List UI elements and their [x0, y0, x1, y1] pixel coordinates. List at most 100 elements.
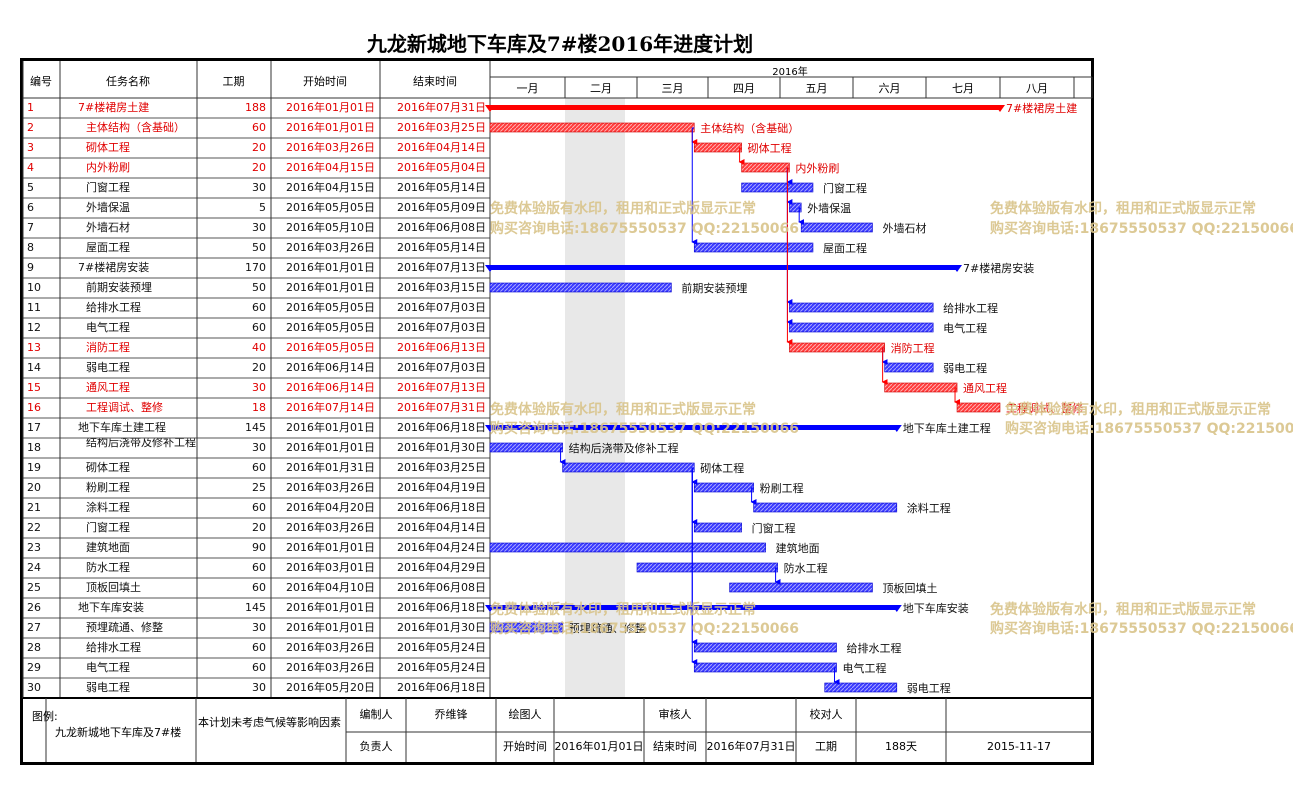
task-id: 12	[27, 321, 41, 334]
task-id: 30	[27, 681, 41, 694]
task-id: 27	[27, 621, 41, 634]
month-label: 七月	[952, 82, 974, 95]
task-start: 2016年06月14日	[286, 381, 375, 394]
task-name: 砌体工程	[86, 141, 130, 154]
task-end: 2016年06月13日	[397, 341, 486, 354]
task-duration: 20	[252, 361, 266, 374]
task-start: 2016年03月26日	[286, 521, 375, 534]
task-start: 2016年01月01日	[286, 261, 375, 274]
header-duration: 工期	[222, 75, 245, 88]
duration-label: 工期	[815, 740, 837, 753]
task-name: 内外粉刷	[86, 161, 130, 174]
task-duration: 60	[252, 461, 266, 474]
task-id: 25	[27, 581, 41, 594]
task-name: 建筑地面	[86, 541, 130, 554]
month-label: 六月	[878, 82, 901, 95]
task-id: 6	[27, 201, 34, 214]
task-start: 2016年01月01日	[286, 441, 375, 454]
task-start: 2016年05月05日	[286, 341, 375, 354]
task-end: 2016年05月14日	[397, 181, 486, 194]
task-id: 26	[27, 601, 41, 614]
watermark-4a: 免费体验版有水印，租用和正式版显示正常	[1005, 402, 1271, 418]
task-name: 地下车库土建工程	[78, 421, 166, 434]
task-start: 2016年03月01日	[286, 561, 375, 574]
checker-label: 校对人	[809, 708, 843, 721]
task-duration: 60	[252, 501, 266, 514]
task-duration: 20	[252, 161, 266, 174]
task-name: 给排水工程	[86, 301, 141, 314]
task-name: 顶板回填土	[86, 581, 141, 594]
task-start: 2016年03月26日	[286, 141, 375, 154]
watermark-4b: 购买咨询电话:18675550537 QQ:22150066	[1005, 421, 1293, 437]
task-id: 24	[27, 561, 41, 574]
month-label: 五月	[805, 82, 828, 95]
task-id: 17	[27, 421, 41, 434]
task-start: 2016年04月15日	[286, 161, 375, 174]
task-name: 电气工程	[86, 661, 130, 674]
task-end: 2016年03月25日	[397, 121, 486, 134]
task-id: 1	[27, 101, 34, 114]
task-end: 2016年04月24日	[397, 541, 486, 554]
task-start: 2016年04月15日	[286, 181, 375, 194]
month-label: 八月	[1026, 82, 1048, 95]
task-end: 2016年06月08日	[397, 221, 486, 234]
task-end: 2016年07月31日	[397, 101, 486, 114]
task-start: 2016年01月01日	[286, 541, 375, 554]
task-name: 预埋疏通、修整	[86, 621, 163, 634]
task-end: 2016年03月25日	[397, 461, 486, 474]
task-id: 19	[27, 461, 41, 474]
task-duration: 30	[252, 621, 266, 634]
task-end: 2016年04月19日	[397, 481, 486, 494]
reviewer-label: 审核人	[658, 708, 692, 721]
task-duration: 50	[252, 281, 266, 294]
task-duration: 20	[252, 521, 266, 534]
task-name: 外墙石材	[86, 221, 130, 234]
task-duration: 60	[252, 661, 266, 674]
task-duration: 40	[252, 341, 266, 354]
editor-value: 乔维锋	[434, 708, 468, 721]
task-name: 7#楼裙房安装	[78, 261, 150, 274]
task-duration: 60	[252, 581, 266, 594]
footer-note: 本计划未考虑气候等影响因素	[198, 716, 341, 729]
task-end: 2016年07月13日	[397, 261, 486, 274]
task-end: 2016年07月03日	[397, 361, 486, 374]
task-start: 2016年01月01日	[286, 281, 375, 294]
task-id: 29	[27, 661, 41, 674]
task-id: 15	[27, 381, 41, 394]
task-duration: 60	[252, 321, 266, 334]
task-duration: 50	[252, 241, 266, 254]
task-start: 2016年03月26日	[286, 241, 375, 254]
task-end: 2016年06月08日	[397, 581, 486, 594]
task-id: 18	[27, 441, 41, 454]
task-id: 14	[27, 361, 41, 374]
task-name: 前期安装预埋	[86, 281, 152, 294]
task-duration: 30	[252, 441, 266, 454]
task-start: 2016年01月01日	[286, 421, 375, 434]
task-start: 2016年03月26日	[286, 661, 375, 674]
task-name: 消防工程	[86, 341, 130, 354]
task-start: 2016年03月26日	[286, 481, 375, 494]
task-start: 2016年01月01日	[286, 121, 375, 134]
drawer-label: 绘图人	[508, 708, 542, 721]
task-start: 2016年01月01日	[286, 601, 375, 614]
watermark-3a: 免费体验版有水印，租用和正式版显示正常	[490, 402, 756, 418]
task-name: 防水工程	[86, 561, 130, 574]
task-start: 2016年05月10日	[286, 221, 375, 234]
month-label: 四月	[733, 82, 755, 95]
task-id: 20	[27, 481, 41, 494]
task-duration: 18	[252, 401, 266, 414]
task-name: 粉刷工程	[86, 481, 130, 494]
task-duration: 30	[252, 681, 266, 694]
task-start: 2016年05月05日	[286, 321, 375, 334]
task-name: 电气工程	[86, 321, 130, 334]
task-name: 结构后浇带及修补工程	[86, 438, 196, 449]
header-end: 结束时间	[413, 75, 457, 88]
watermark-5a: 免费体验版有水印，租用和正式版显示正常	[490, 602, 756, 618]
task-id: 2	[27, 121, 34, 134]
task-start: 2016年03月26日	[286, 641, 375, 654]
task-start: 2016年05月05日	[286, 301, 375, 314]
task-end: 2016年01月30日	[397, 621, 486, 634]
task-duration: 5	[259, 201, 266, 214]
task-start: 2016年05月20日	[286, 681, 375, 694]
task-name: 屋面工程	[86, 241, 130, 254]
